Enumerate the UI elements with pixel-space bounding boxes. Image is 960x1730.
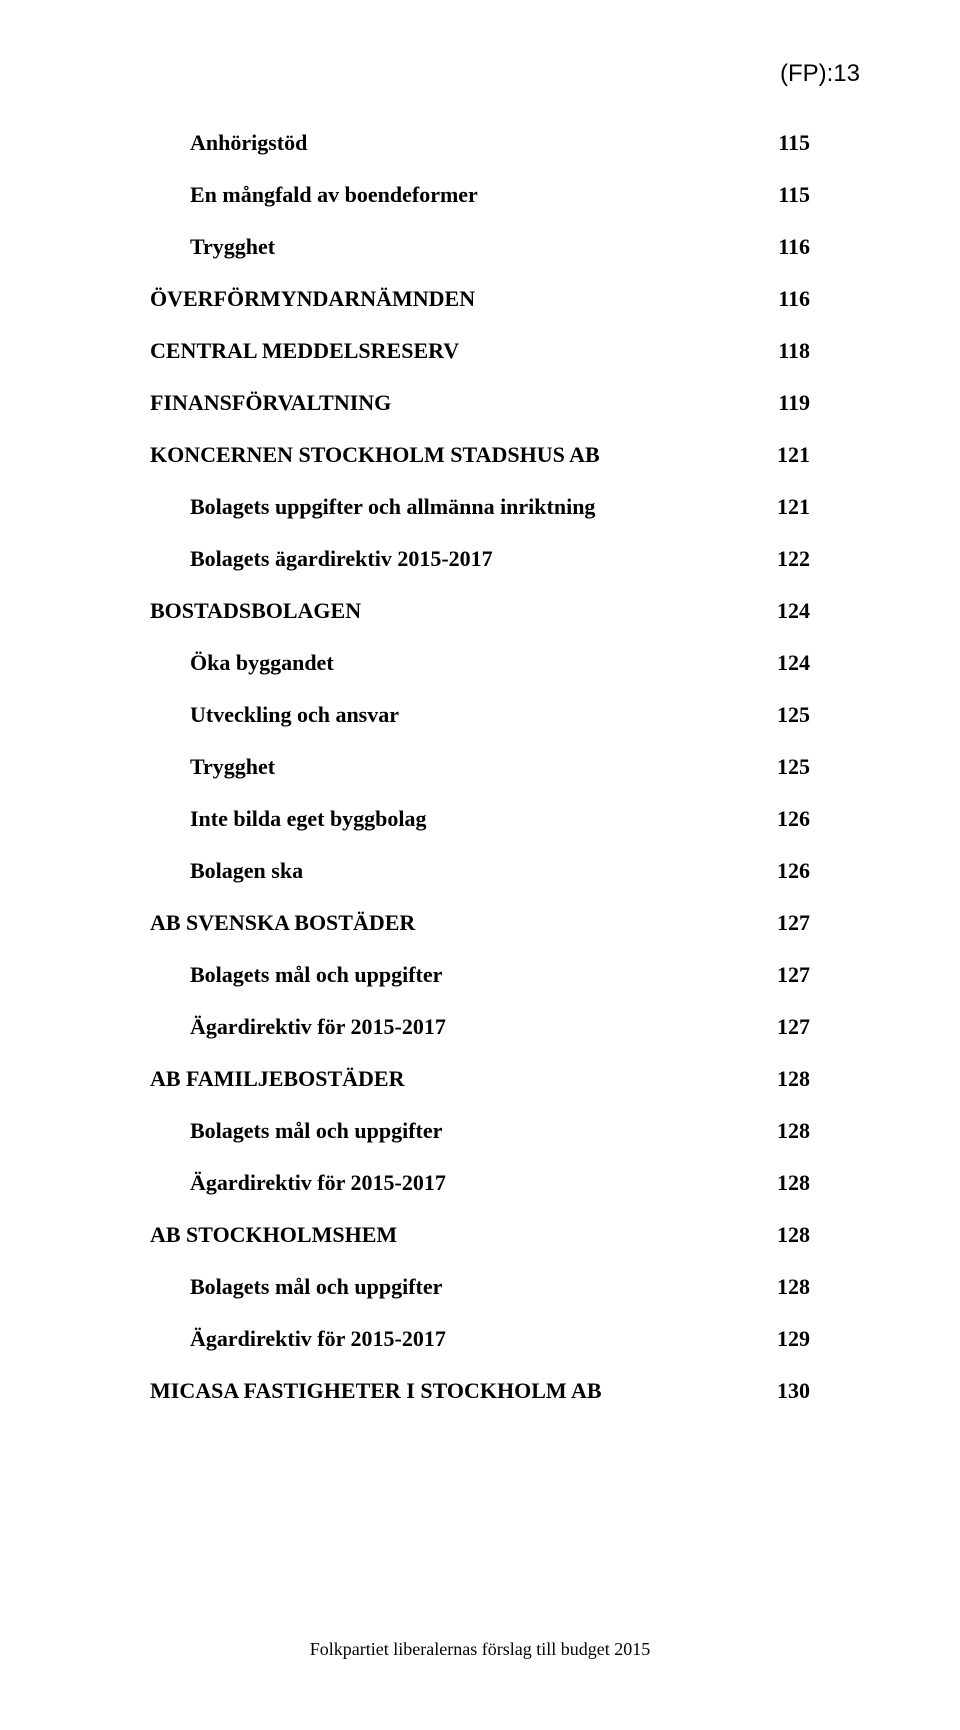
toc-page: 128 xyxy=(757,1170,810,1196)
toc-container: Anhörigstöd 115 En mångfald av boendefor… xyxy=(150,130,810,1430)
toc-row: BOSTADSBOLAGEN 124 xyxy=(150,598,810,624)
toc-label: KONCERNEN STOCKHOLM STADSHUS AB xyxy=(150,442,757,468)
toc-label: Bolagets uppgifter och allmänna inriktni… xyxy=(190,494,757,520)
footer-text: Folkpartiet liberalernas förslag till bu… xyxy=(0,1639,960,1660)
toc-label: Trygghet xyxy=(190,754,757,780)
toc-label: Inte bilda eget byggbolag xyxy=(190,806,757,832)
toc-label: BOSTADSBOLAGEN xyxy=(150,598,757,624)
toc-row: Ägardirektiv för 2015-2017 128 xyxy=(150,1170,810,1196)
toc-page: 124 xyxy=(757,598,810,624)
toc-page: 116 xyxy=(758,234,810,260)
toc-page: 126 xyxy=(757,806,810,832)
toc-label: Anhörigstöd xyxy=(190,130,758,156)
toc-row: Bolagen ska 126 xyxy=(150,858,810,884)
toc-page: 129 xyxy=(757,1326,810,1352)
toc-page: 128 xyxy=(757,1222,810,1248)
toc-page: 127 xyxy=(757,962,810,988)
toc-label: CENTRAL MEDDELSRESERV xyxy=(150,338,758,364)
toc-label: Bolagets mål och uppgifter xyxy=(190,1118,757,1144)
toc-row: Bolagets mål och uppgifter 128 xyxy=(150,1118,810,1144)
toc-label: MICASA FASTIGHETER I STOCKHOLM AB xyxy=(150,1378,757,1404)
toc-row: En mångfald av boendeformer 115 xyxy=(150,182,810,208)
toc-label: Trygghet xyxy=(190,234,758,260)
toc-page: 128 xyxy=(757,1118,810,1144)
toc-label: Utveckling och ansvar xyxy=(190,702,757,728)
toc-page: 124 xyxy=(757,650,810,676)
toc-page: 126 xyxy=(757,858,810,884)
toc-row: Trygghet 116 xyxy=(150,234,810,260)
toc-page: 127 xyxy=(757,910,810,936)
toc-page: 121 xyxy=(757,494,810,520)
toc-row: MICASA FASTIGHETER I STOCKHOLM AB 130 xyxy=(150,1378,810,1404)
toc-row: KONCERNEN STOCKHOLM STADSHUS AB 121 xyxy=(150,442,810,468)
toc-label: Bolagets mål och uppgifter xyxy=(190,962,757,988)
toc-label: Ägardirektiv för 2015-2017 xyxy=(190,1170,757,1196)
toc-row: Trygghet 125 xyxy=(150,754,810,780)
toc-label: Ägardirektiv för 2015-2017 xyxy=(190,1326,757,1352)
toc-label: Bolagen ska xyxy=(190,858,757,884)
toc-page: 128 xyxy=(757,1274,810,1300)
toc-row: Öka byggandet 124 xyxy=(150,650,810,676)
toc-row: Ägardirektiv för 2015-2017 129 xyxy=(150,1326,810,1352)
toc-page: 122 xyxy=(757,546,810,572)
page-number: (FP):13 xyxy=(780,60,860,88)
toc-row: CENTRAL MEDDELSRESERV 118 xyxy=(150,338,810,364)
toc-row: Inte bilda eget byggbolag 126 xyxy=(150,806,810,832)
toc-page: 127 xyxy=(757,1014,810,1040)
toc-page: 130 xyxy=(757,1378,810,1404)
toc-label: Bolagets ägardirektiv 2015-2017 xyxy=(190,546,757,572)
toc-row: Bolagets uppgifter och allmänna inriktni… xyxy=(150,494,810,520)
toc-row: AB SVENSKA BOSTÄDER 127 xyxy=(150,910,810,936)
toc-row: Bolagets mål och uppgifter 128 xyxy=(150,1274,810,1300)
toc-label: Öka byggandet xyxy=(190,650,757,676)
toc-page: 116 xyxy=(758,286,810,312)
toc-label: Ägardirektiv för 2015-2017 xyxy=(190,1014,757,1040)
toc-row: Utveckling och ansvar 125 xyxy=(150,702,810,728)
toc-row: Bolagets ägardirektiv 2015-2017 122 xyxy=(150,546,810,572)
toc-row: ÖVERFÖRMYNDARNÄMNDEN 116 xyxy=(150,286,810,312)
toc-row: Ägardirektiv för 2015-2017 127 xyxy=(150,1014,810,1040)
toc-page: 119 xyxy=(758,390,810,416)
toc-label: En mångfald av boendeformer xyxy=(190,182,758,208)
toc-row: AB STOCKHOLMSHEM 128 xyxy=(150,1222,810,1248)
toc-row: AB FAMILJEBOSTÄDER 128 xyxy=(150,1066,810,1092)
toc-label: FINANSFÖRVALTNING xyxy=(150,390,758,416)
toc-page: 118 xyxy=(758,338,810,364)
toc-page: 115 xyxy=(758,182,810,208)
toc-label: Bolagets mål och uppgifter xyxy=(190,1274,757,1300)
toc-page: 115 xyxy=(758,130,810,156)
toc-page: 121 xyxy=(757,442,810,468)
toc-label: AB STOCKHOLMSHEM xyxy=(150,1222,757,1248)
toc-label: AB FAMILJEBOSTÄDER xyxy=(150,1066,757,1092)
toc-row: Bolagets mål och uppgifter 127 xyxy=(150,962,810,988)
toc-row: Anhörigstöd 115 xyxy=(150,130,810,156)
toc-page: 125 xyxy=(757,754,810,780)
toc-page: 128 xyxy=(757,1066,810,1092)
toc-page: 125 xyxy=(757,702,810,728)
toc-label: ÖVERFÖRMYNDARNÄMNDEN xyxy=(150,286,758,312)
toc-label: AB SVENSKA BOSTÄDER xyxy=(150,910,757,936)
toc-row: FINANSFÖRVALTNING 119 xyxy=(150,390,810,416)
